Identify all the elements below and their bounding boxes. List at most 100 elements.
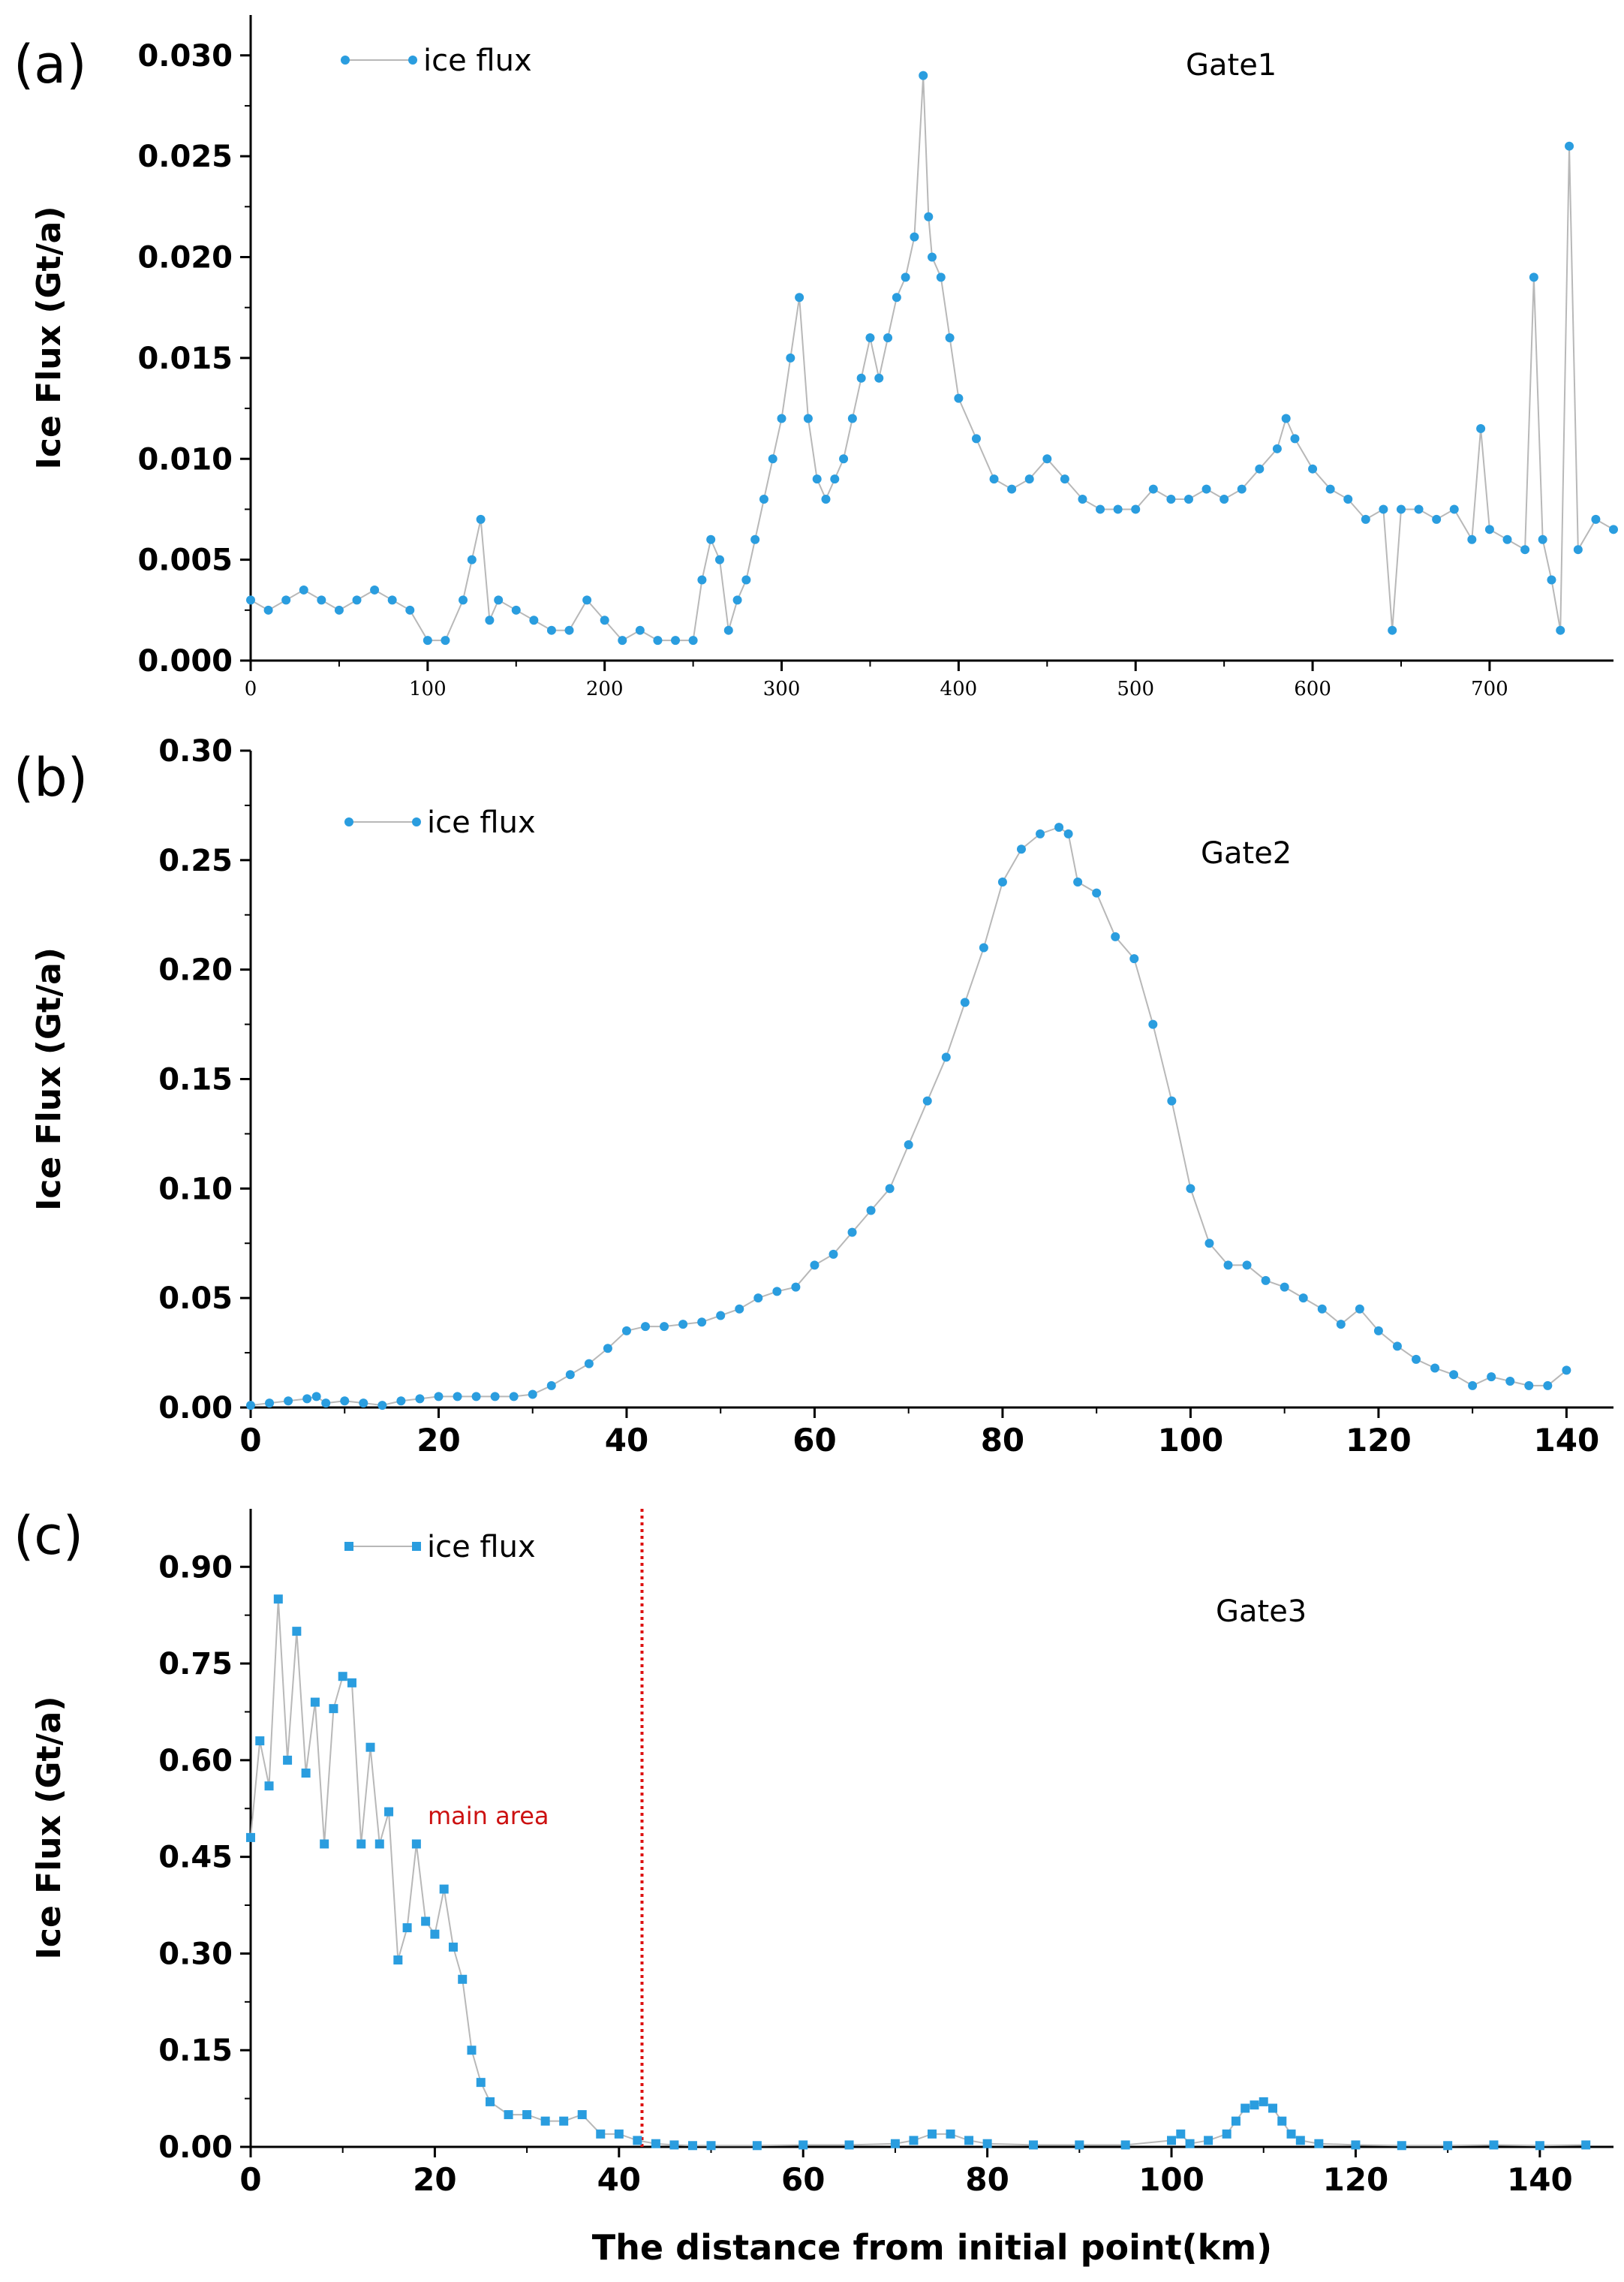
legend-marker [408, 56, 417, 65]
data-point [777, 414, 786, 423]
data-point [387, 595, 397, 605]
data-point [434, 1392, 444, 1401]
y-tick-label: 0.000 [137, 644, 233, 679]
data-point [910, 232, 919, 242]
data-point [281, 595, 291, 605]
data-point [1388, 625, 1397, 635]
legend-label: ice flux [427, 805, 536, 840]
y-tick-label: 0.60 [158, 1744, 233, 1778]
chart-title: Gate3 [1216, 1594, 1307, 1629]
y-tick-label: 0.20 [158, 953, 233, 988]
panel-3: 0.00 0.15 0.30 0.45 0.60 0.75 0.90 0 20 40 60 80 100… [14, 1505, 1613, 2198]
data-point [618, 636, 627, 646]
x-tick-label: 0 [239, 1422, 261, 1459]
data-point [448, 1942, 458, 1952]
data-point [1078, 495, 1087, 504]
y-axis-label: Ice Flux (Gt/a) [30, 947, 68, 1211]
data-point [924, 212, 934, 221]
data-point [273, 1594, 283, 1604]
data-point [1295, 2136, 1305, 2145]
data-point [641, 1322, 651, 1332]
data-point [1120, 2140, 1130, 2150]
data-point [1268, 2103, 1277, 2113]
y-tick-label: 0.90 [158, 1550, 233, 1585]
data-point [1148, 1019, 1158, 1029]
data-point [856, 373, 866, 383]
data-point [706, 534, 716, 544]
data-point [890, 2139, 900, 2148]
x-tick-label: 500 [1117, 678, 1154, 700]
data-point [866, 1206, 876, 1215]
data-point [768, 454, 777, 464]
data-point [750, 534, 760, 544]
data-point [1054, 823, 1064, 832]
legend-marker [412, 1542, 421, 1551]
y-tick-label: 0.00 [158, 1391, 233, 1425]
data-point [1024, 474, 1034, 484]
data-point [1355, 1304, 1364, 1314]
data-point [490, 1392, 500, 1401]
data-point [946, 2129, 955, 2139]
series-line [250, 826, 1568, 1407]
x-tick-label: 700 [1471, 678, 1508, 700]
data-point [1185, 2139, 1195, 2148]
data-point [1204, 1239, 1214, 1248]
data-point [1186, 1184, 1195, 1194]
data-point [471, 1392, 481, 1401]
data-point [1290, 434, 1300, 444]
panel-label: (c) [14, 1505, 83, 1567]
x-tick-label: 140 [1507, 2161, 1573, 2198]
data-point [892, 293, 901, 303]
data-point [321, 1398, 331, 1408]
y-tick-label: 0.025 [137, 140, 233, 174]
x-tick-label: 100 [1158, 1422, 1224, 1459]
data-point [660, 1322, 669, 1332]
data-point [467, 2046, 477, 2055]
data-point [1220, 495, 1229, 504]
data-point [678, 1320, 688, 1329]
data-point [1308, 464, 1318, 474]
data-point [741, 575, 751, 585]
data-point [529, 616, 539, 625]
data-point [1298, 1293, 1308, 1303]
y-tick-label: 0.020 [137, 241, 233, 275]
data-point [546, 625, 556, 635]
data-point [885, 1184, 895, 1194]
data-point [459, 595, 468, 605]
data-point [1113, 504, 1123, 514]
data-point [821, 495, 831, 504]
data-point [246, 1401, 255, 1410]
data-point [1250, 2100, 1259, 2110]
x-tick-label: 40 [597, 2161, 641, 2198]
data-point [1325, 484, 1335, 494]
legend-label: ice flux [423, 44, 532, 78]
data-point [1449, 504, 1459, 514]
data-point [1467, 534, 1477, 544]
data-point [936, 272, 946, 282]
panel-1: 0.000 0.005 0.010 0.015 0.020 0.025 0.030 0 100 2… [14, 15, 1618, 700]
x-tick-label: 400 [940, 678, 978, 700]
data-point [370, 585, 380, 595]
data-point [1476, 423, 1486, 433]
data-point [255, 1736, 265, 1746]
data-point [904, 1140, 913, 1149]
data-point [1007, 484, 1017, 494]
data-point [1396, 504, 1406, 514]
data-point [635, 625, 645, 635]
data-point [1562, 1365, 1571, 1375]
data-point [504, 2110, 513, 2120]
data-point [716, 1311, 726, 1320]
data-point [971, 434, 981, 444]
data-point [1529, 272, 1538, 282]
y-tick-label: 0.030 [137, 39, 233, 74]
data-point [1223, 1260, 1233, 1270]
data-point [421, 1916, 431, 1926]
data-point [1092, 888, 1102, 898]
data-point [476, 2078, 486, 2088]
data-point [1591, 514, 1601, 524]
data-point [1261, 1275, 1271, 1285]
data-point [299, 585, 308, 595]
data-point [411, 1839, 421, 1849]
data-point [1443, 2141, 1453, 2151]
